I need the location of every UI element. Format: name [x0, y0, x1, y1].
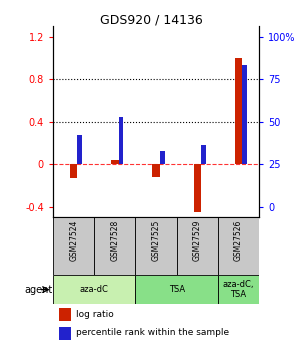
Text: GSM27526: GSM27526 [234, 220, 243, 262]
Bar [177, 217, 218, 275]
Bar [53, 275, 135, 304]
Bar [218, 275, 259, 304]
Text: GSM27525: GSM27525 [152, 220, 161, 262]
Bar [135, 275, 218, 304]
Text: GSM27529: GSM27529 [193, 220, 202, 262]
Text: TSA: TSA [168, 285, 185, 294]
Bar [77, 135, 82, 164]
Text: percentile rank within the sample: percentile rank within the sample [76, 328, 229, 337]
Text: aza-dC,
TSA: aza-dC, TSA [223, 280, 254, 299]
Bar [194, 164, 201, 212]
Bar [242, 65, 247, 164]
Bar [111, 160, 118, 164]
Bar [53, 217, 94, 275]
Bar [235, 58, 242, 164]
Bar [59, 308, 71, 321]
Bar [70, 164, 77, 178]
Text: GSM27524: GSM27524 [69, 220, 78, 262]
Text: GDS920 / 14136: GDS920 / 14136 [100, 14, 203, 27]
Bar [94, 217, 135, 275]
Text: agent: agent [24, 285, 52, 295]
Text: log ratio: log ratio [76, 309, 113, 319]
Bar [152, 164, 160, 177]
Bar [218, 217, 259, 275]
Bar [118, 117, 124, 164]
Text: aza-dC: aza-dC [80, 285, 109, 294]
Bar [135, 217, 177, 275]
Bar [160, 151, 165, 164]
Text: GSM27528: GSM27528 [110, 220, 119, 262]
Bar [201, 145, 206, 164]
Bar [59, 326, 71, 340]
